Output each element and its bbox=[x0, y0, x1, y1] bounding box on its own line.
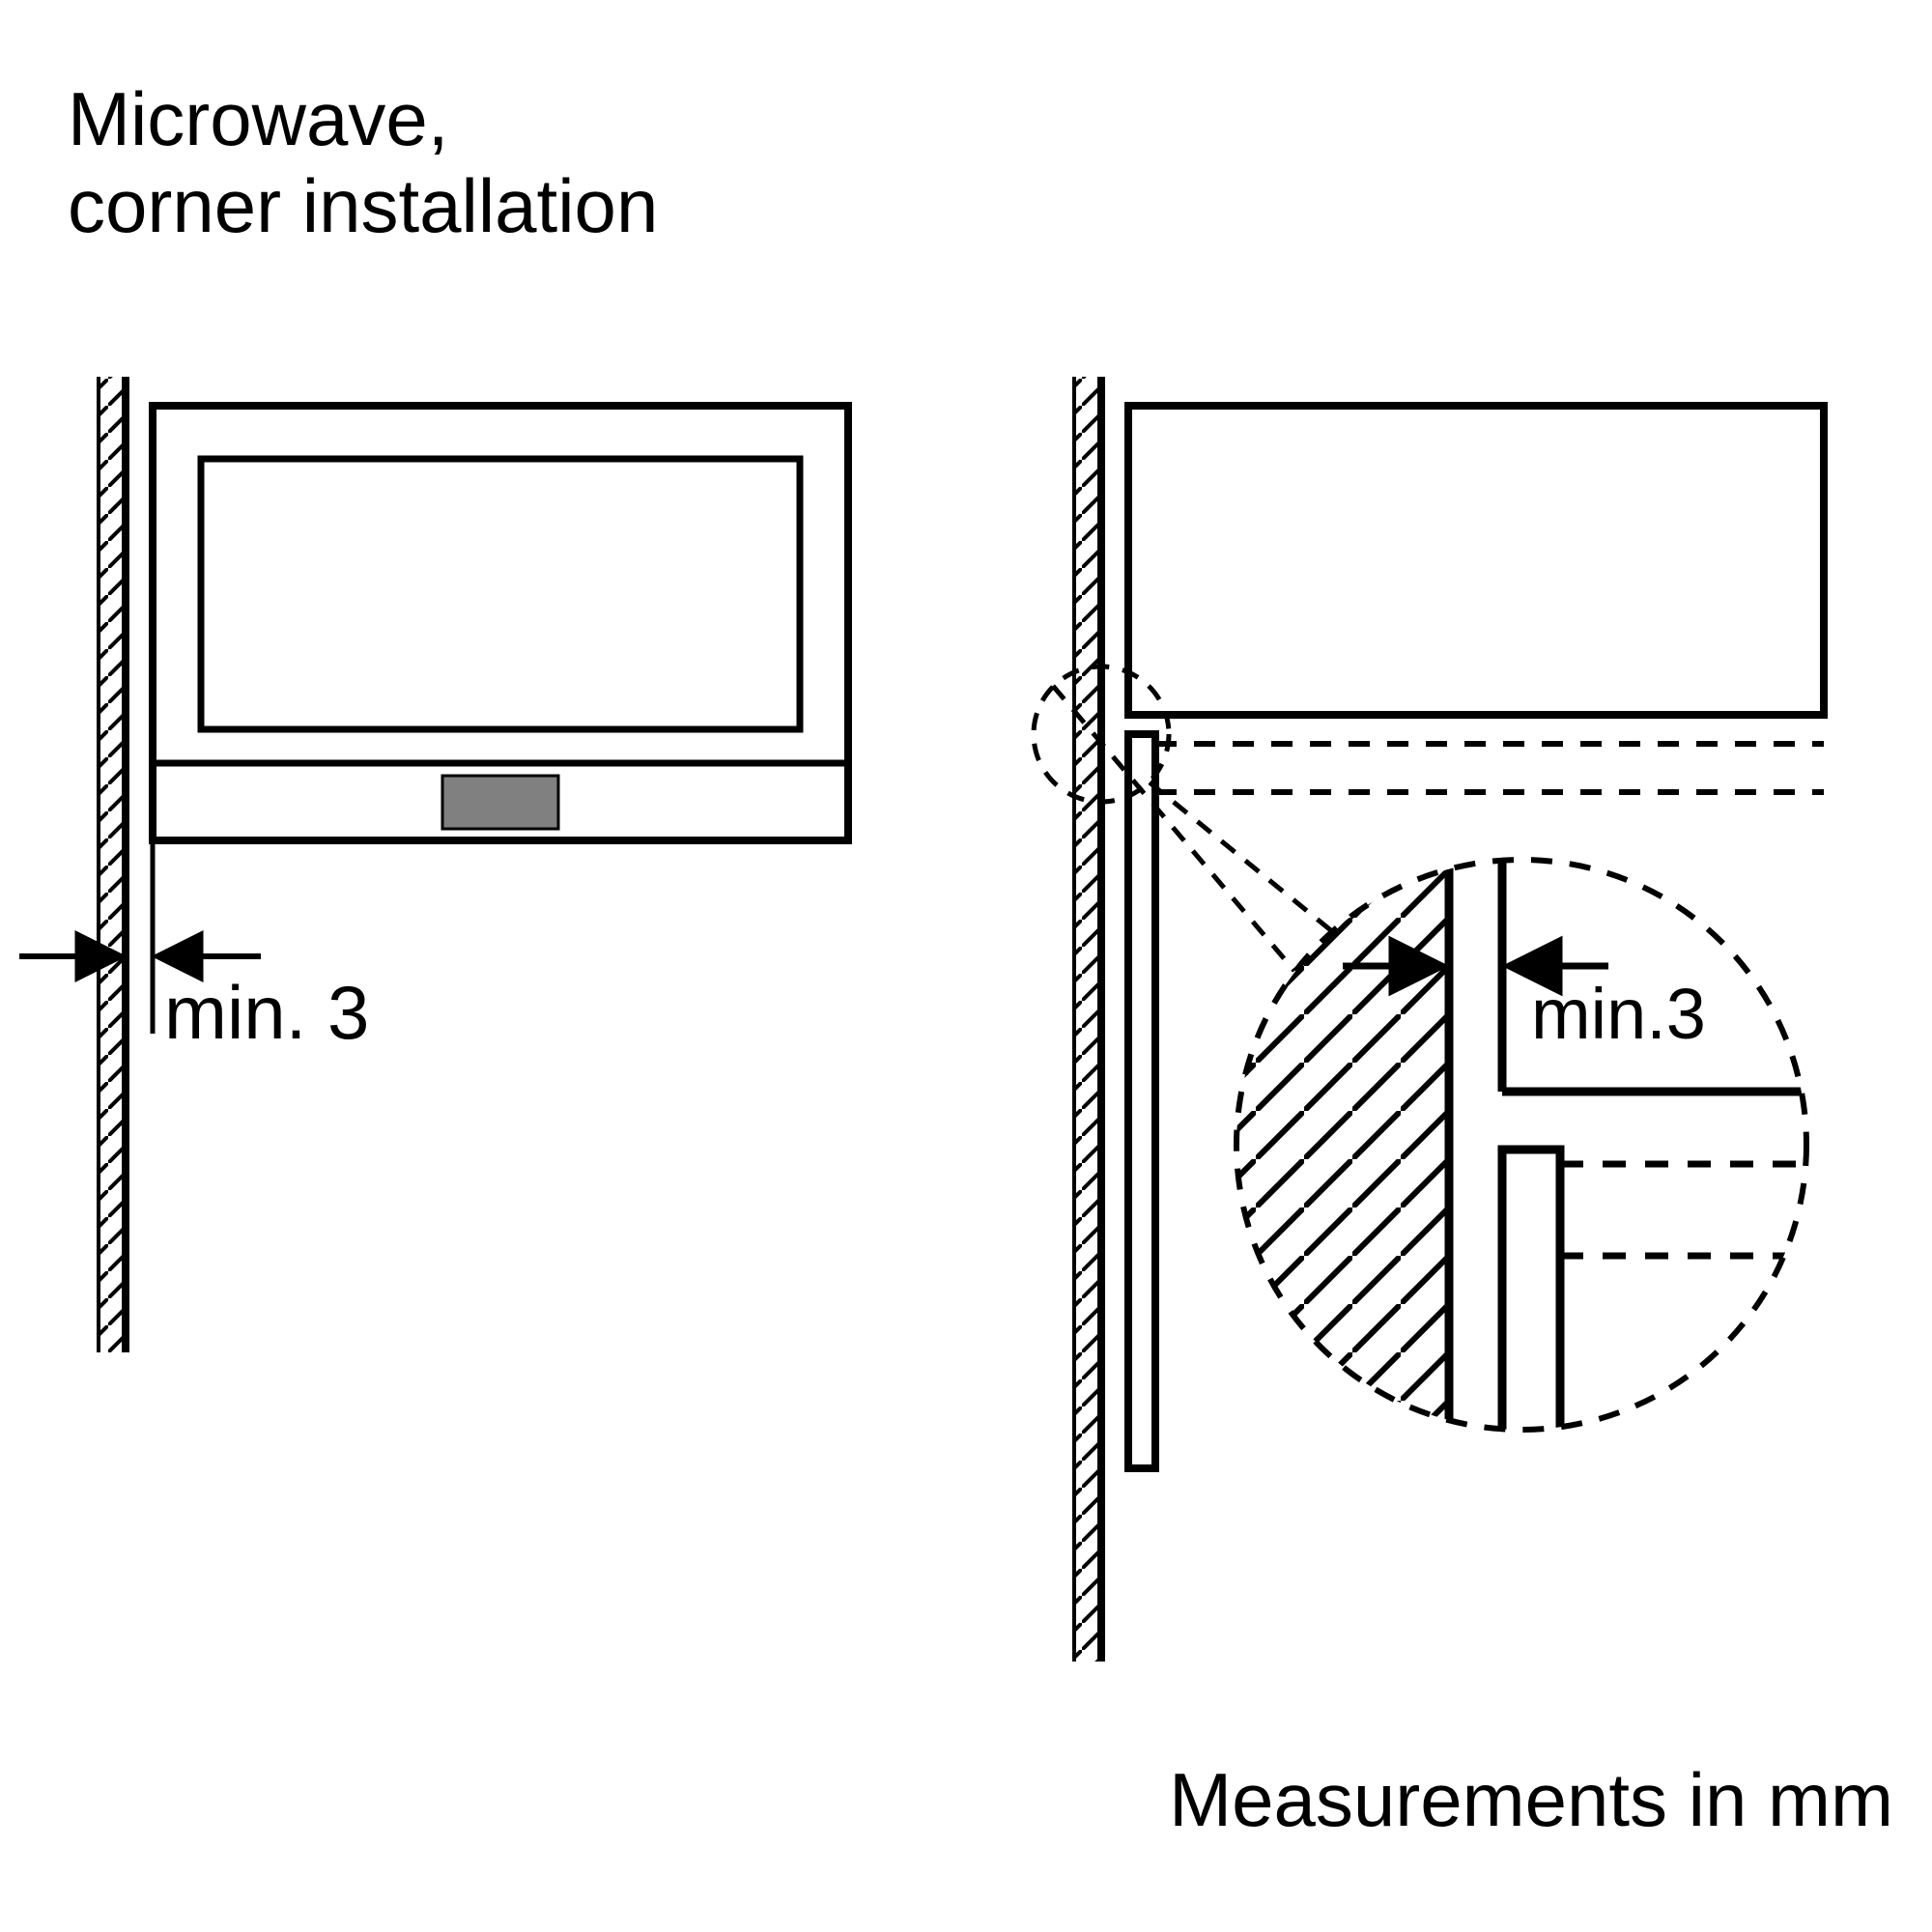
plan-view: min.3 bbox=[1034, 377, 1824, 1662]
detail-gap-dimension-label: min.3 bbox=[1531, 974, 1706, 1054]
door-handle bbox=[442, 776, 558, 829]
installation-diagram: Microwave, corner installation min. 3 bbox=[0, 0, 1932, 1932]
title-line-1: Microwave, bbox=[68, 76, 448, 161]
front-elevation: min. 3 bbox=[19, 377, 848, 1352]
gap-dimension-label: min. 3 bbox=[164, 970, 369, 1055]
units-note: Measurements in mm bbox=[1169, 1757, 1893, 1842]
title-line-2: corner installation bbox=[68, 163, 658, 248]
